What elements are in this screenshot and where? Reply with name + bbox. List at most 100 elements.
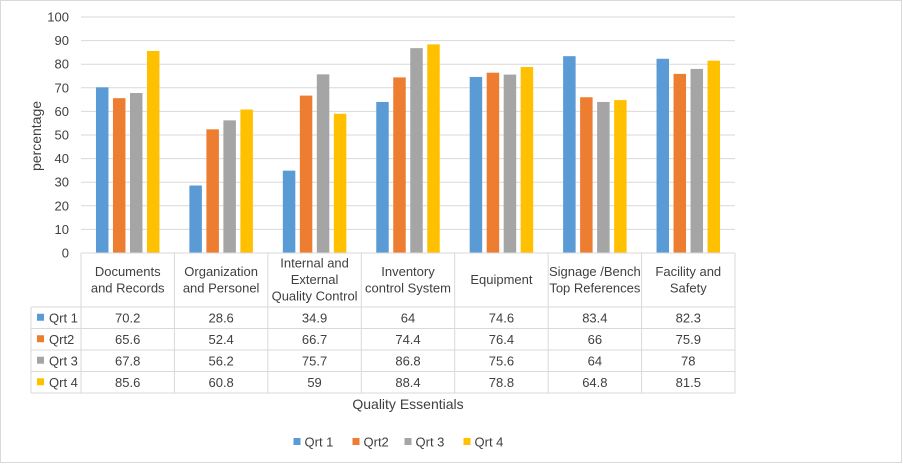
table-value: 66 — [588, 332, 602, 347]
legend-label: Qrt 1 — [305, 435, 334, 450]
category-label: Top References — [549, 280, 641, 295]
legend-key — [463, 438, 471, 445]
bar — [333, 113, 347, 253]
table-value: 82.3 — [676, 310, 701, 325]
legend-key — [293, 438, 301, 445]
bar — [427, 44, 440, 253]
bar — [486, 72, 500, 253]
bar — [673, 73, 687, 253]
table-series-name: Qrt 1 — [49, 310, 78, 325]
table-value: 78.8 — [489, 375, 514, 390]
category-label: Safety — [670, 280, 707, 295]
table-value: 56.2 — [208, 353, 233, 368]
table-value: 74.4 — [395, 332, 420, 347]
table-value: 85.6 — [115, 375, 140, 390]
table-legend-key — [37, 356, 44, 364]
table-value: 67.8 — [115, 353, 140, 368]
table-value: 88.4 — [395, 375, 420, 390]
table-value: 64 — [401, 310, 415, 325]
category-label: Quality Control — [272, 289, 358, 304]
table-value: 75.7 — [302, 353, 327, 368]
y-tick-label: 60 — [55, 104, 69, 119]
bar — [189, 185, 202, 253]
category-label: Documents — [95, 264, 161, 279]
table-value: 74.6 — [489, 310, 514, 325]
table-value: 60.8 — [208, 375, 233, 390]
bar — [597, 101, 610, 254]
table-value: 66.7 — [302, 332, 327, 347]
table-value: 59 — [307, 375, 321, 390]
bar — [393, 77, 406, 253]
category-label: Organization — [184, 264, 258, 279]
y-tick-label: 40 — [55, 151, 69, 166]
table-legend-key — [37, 313, 44, 321]
bar — [503, 74, 517, 253]
table-value: 64 — [588, 353, 602, 368]
table-series-name: Qrt 3 — [49, 353, 78, 368]
x-axis-title: Quality Essentials — [352, 396, 463, 412]
bar — [614, 100, 627, 254]
y-tick-label: 100 — [47, 10, 69, 25]
y-tick-label: 30 — [55, 175, 69, 190]
category-label: Facility and — [655, 264, 721, 279]
bar — [563, 56, 576, 254]
table-value: 76.4 — [489, 332, 514, 347]
bars — [95, 44, 721, 254]
y-axis-ticks: 0 10 20 30 40 50 60 70 80 90 100 — [47, 10, 69, 261]
bar — [520, 67, 534, 253]
bar — [316, 74, 330, 254]
bar — [95, 87, 109, 253]
category-label: Equipment — [470, 272, 533, 287]
bar — [376, 101, 389, 254]
bar — [206, 129, 219, 253]
bar — [223, 120, 236, 253]
table-value: 64.8 — [582, 375, 607, 390]
y-tick-label: 70 — [55, 80, 69, 95]
legend-label: Qrt2 — [364, 435, 389, 450]
table-value: 34.9 — [302, 310, 327, 325]
bar — [299, 95, 313, 253]
y-axis-title: percentage — [28, 101, 44, 171]
legend-key — [352, 438, 360, 445]
category-label: External — [291, 272, 339, 287]
category-label: and Personel — [183, 280, 260, 295]
bar — [129, 92, 143, 253]
table-value: 75.9 — [676, 332, 701, 347]
bar — [282, 170, 296, 253]
bar — [112, 98, 126, 254]
table-value: 70.2 — [115, 310, 140, 325]
category-label: Signage /Bench — [549, 264, 641, 279]
bar — [690, 68, 704, 253]
bar — [656, 58, 670, 253]
table-value: 65.6 — [115, 332, 140, 347]
table-series-name: Qrt2 — [49, 332, 74, 347]
category-label: control System — [365, 280, 451, 295]
category-label: and Records — [91, 280, 165, 295]
table-value: 83.4 — [582, 310, 607, 325]
y-tick-label: 90 — [55, 33, 69, 48]
bar — [580, 97, 593, 254]
bar — [410, 48, 423, 253]
bar — [469, 76, 483, 253]
y-tick-label: 10 — [55, 222, 69, 237]
table-value: 28.6 — [208, 310, 233, 325]
category-label: Inventory — [381, 264, 435, 279]
table-value: 86.8 — [395, 353, 420, 368]
y-tick-label: 20 — [55, 198, 69, 213]
y-tick-label: 80 — [55, 57, 69, 72]
legend: Qrt 1 Qrt2 Qrt 3 Qrt 4 — [293, 435, 503, 450]
y-tick-label: 0 — [62, 246, 69, 261]
gridlines — [81, 16, 735, 254]
table-value: 81.5 — [676, 375, 701, 390]
table-legend-key — [37, 335, 44, 343]
legend-key — [404, 438, 412, 445]
table-value: 78 — [681, 353, 695, 368]
category-label: Internal and — [280, 256, 349, 271]
legend-label: Qrt 3 — [416, 435, 445, 450]
table-value: 75.6 — [489, 353, 514, 368]
bar — [146, 50, 160, 253]
bar — [240, 109, 253, 254]
table-legend-key — [37, 378, 44, 386]
